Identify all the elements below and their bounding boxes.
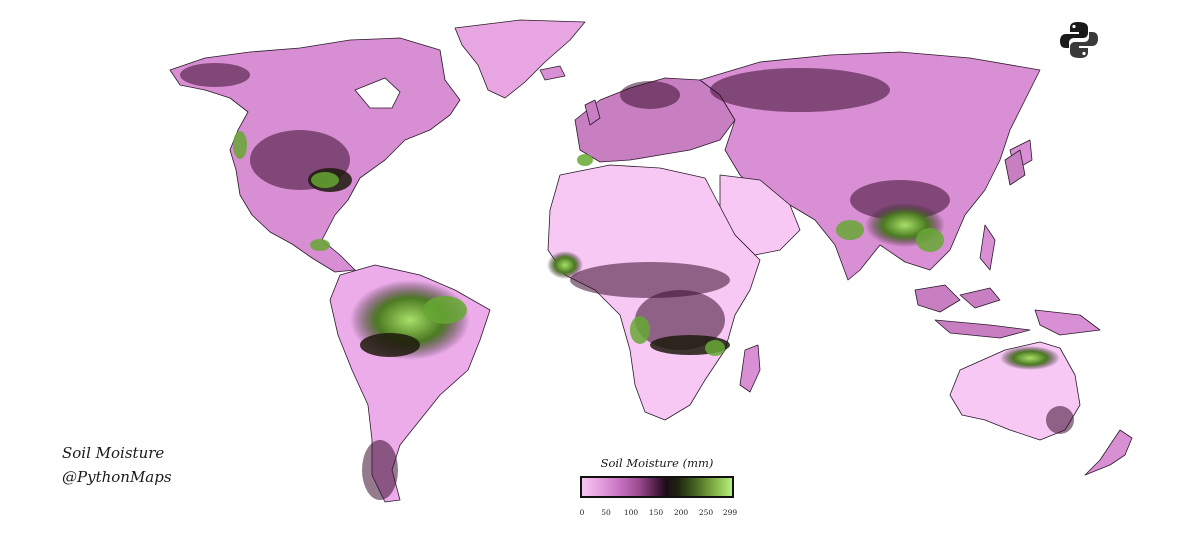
madagascar <box>739 344 761 393</box>
legend-tick: 200 <box>673 508 689 517</box>
greenland <box>454 19 586 99</box>
python-logo-icon <box>1060 22 1098 58</box>
legend-title: Soil Moisture (mm) <box>600 456 714 470</box>
legend-tick: 299 <box>722 508 738 517</box>
map-caption-title: Soil Moisture <box>62 444 165 462</box>
japan <box>1004 149 1026 186</box>
legend-tick: 250 <box>698 508 714 517</box>
new-zealand <box>1084 429 1133 476</box>
legend-colorbar <box>580 476 734 498</box>
map-caption-handle: @PythonMaps <box>62 468 172 486</box>
indonesia <box>914 284 961 313</box>
legend-tick: 50 <box>601 508 611 517</box>
legend-tick: 0 <box>579 508 585 517</box>
legend-tick: 100 <box>623 508 639 517</box>
legend-tick: 150 <box>648 508 664 517</box>
